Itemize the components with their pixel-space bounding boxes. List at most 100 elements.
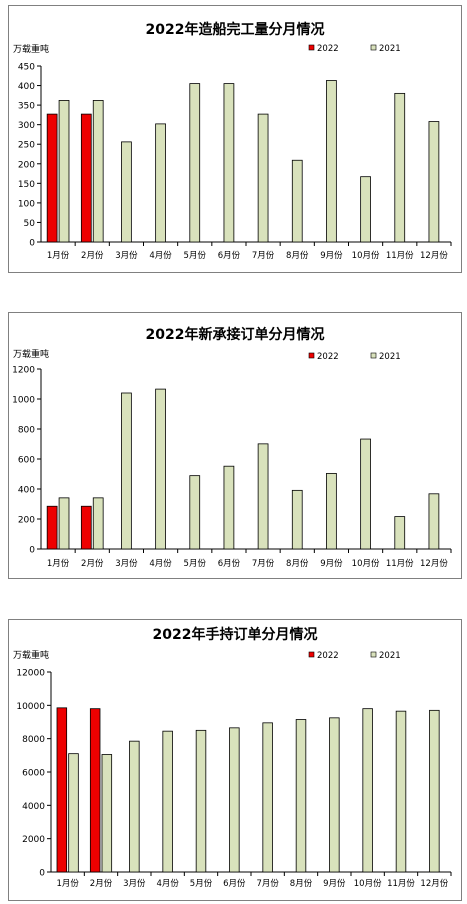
y-tick-label-1200: 1200 xyxy=(12,366,35,376)
legend-label: 2021 xyxy=(379,651,401,661)
legend-swatch xyxy=(308,651,315,658)
chart-panel-order-backlog: 2022年手持订单分月情况 万载重吨 2022 2021 0 2000 4000 6000 80… xyxy=(8,619,462,901)
bar-2021-11 xyxy=(394,92,406,243)
x-tick-label-7: 7月份 xyxy=(252,250,275,261)
bar-2022-2 xyxy=(89,708,101,873)
x-tick-label-1: 1月份 xyxy=(47,250,70,261)
x-tick-label-3: 3月份 xyxy=(123,878,146,889)
x-tick-label-2: 2月份 xyxy=(81,250,104,261)
legend-label: 2021 xyxy=(379,44,401,54)
y-tick-label-450: 450 xyxy=(18,63,35,73)
x-tick-label-7: 7月份 xyxy=(252,558,275,569)
bar-2021-10 xyxy=(362,708,373,873)
x-tick-label-9: 9月份 xyxy=(320,558,343,569)
x-tick-label-5: 5月份 xyxy=(190,878,213,889)
y-axis-unit-label: 万载重吨 xyxy=(13,649,49,661)
legend-item-2021: 2021 xyxy=(370,44,401,54)
bar-2021-8 xyxy=(295,719,307,873)
x-tick-label-8: 8月份 xyxy=(286,250,309,261)
bar-2021-5 xyxy=(189,83,201,243)
bar-2021-1 xyxy=(58,497,70,550)
bar-2021-3 xyxy=(129,740,140,873)
x-tick-label-2: 2月份 xyxy=(90,878,113,889)
bar-2021-5 xyxy=(195,729,207,873)
x-tick-label-6: 6月份 xyxy=(218,558,241,569)
bar-2022-1 xyxy=(46,113,58,243)
legend-swatch xyxy=(308,352,315,359)
y-tick-label-200: 200 xyxy=(18,160,35,170)
bar-2021-6 xyxy=(229,727,240,873)
bar-2021-6 xyxy=(223,465,235,550)
x-tick-label-11: 11月份 xyxy=(386,558,414,569)
bar-2021-3 xyxy=(121,392,132,550)
bar-2021-10 xyxy=(360,176,371,243)
bar-2022-2 xyxy=(80,505,92,550)
bar-2021-3 xyxy=(121,141,132,243)
bar-2021-4 xyxy=(155,123,166,243)
y-tick-label-50: 50 xyxy=(24,219,36,229)
y-tick-label-10000: 10000 xyxy=(16,702,45,712)
y-tick-label-2000: 2000 xyxy=(22,835,45,845)
y-axis-unit-label: 万载重吨 xyxy=(13,348,49,360)
x-tick-label-12: 12月份 xyxy=(420,250,448,261)
legend-label: 2022 xyxy=(317,651,339,661)
y-tick-label-250: 250 xyxy=(18,141,35,151)
bar-2021-2 xyxy=(92,100,104,243)
x-tick-label-3: 3月份 xyxy=(115,558,138,569)
x-tick-label-8: 8月份 xyxy=(286,558,309,569)
legend-label: 2021 xyxy=(379,352,401,362)
x-tick-label-11: 11月份 xyxy=(387,878,415,889)
x-tick-label-9: 9月份 xyxy=(323,878,346,889)
y-tick-label-0: 0 xyxy=(29,239,35,249)
x-tick-label-7: 7月份 xyxy=(256,878,279,889)
x-tick-label-12: 12月份 xyxy=(420,558,448,569)
y-tick-label-12000: 12000 xyxy=(16,669,45,679)
bar-2021-12 xyxy=(429,709,440,873)
y-tick-label-0: 0 xyxy=(39,869,45,879)
bar-2021-5 xyxy=(189,475,201,550)
bar-2021-7 xyxy=(257,113,269,243)
x-tick-label-6: 6月份 xyxy=(223,878,246,889)
y-tick-label-400: 400 xyxy=(18,82,35,92)
y-tick-label-150: 150 xyxy=(18,180,35,190)
legend-swatch xyxy=(370,352,377,359)
bar-2021-12 xyxy=(428,121,440,243)
y-tick-label-200: 200 xyxy=(18,516,35,526)
x-tick-label-2: 2月份 xyxy=(81,558,104,569)
x-tick-label-5: 5月份 xyxy=(184,250,207,261)
chart-title: 2022年手持订单分月情况 xyxy=(153,626,318,643)
x-tick-label-5: 5月份 xyxy=(184,558,207,569)
legend-swatch xyxy=(370,44,377,51)
bar-2021-2 xyxy=(101,754,113,873)
y-tick-label-0: 0 xyxy=(29,546,35,556)
bar-2021-9 xyxy=(326,80,337,243)
y-tick-label-8000: 8000 xyxy=(22,735,45,745)
y-tick-label-300: 300 xyxy=(18,121,35,131)
y-tick-label-4000: 4000 xyxy=(22,802,45,812)
bar-2021-1 xyxy=(58,100,70,243)
bar-2022-2 xyxy=(80,113,92,243)
chart-panel-completion: 2022年造船完工量分月情况 万载重吨 2022 2021 0 50 100 150 200 25… xyxy=(8,5,462,273)
bar-2022-1 xyxy=(46,505,58,550)
y-tick-label-1000: 1000 xyxy=(12,396,35,406)
x-tick-label-10: 10月份 xyxy=(354,878,382,889)
bar-2021-6 xyxy=(223,83,235,243)
bar-2021-9 xyxy=(329,717,340,873)
x-tick-label-10: 10月份 xyxy=(352,558,380,569)
bar-2021-1 xyxy=(68,753,79,873)
y-axis-unit-label: 万载重吨 xyxy=(13,43,49,55)
bar-2021-8 xyxy=(291,489,303,550)
y-tick-label-400: 400 xyxy=(18,486,35,496)
bar-2021-12 xyxy=(428,493,440,550)
legend-swatch xyxy=(308,44,315,51)
legend-swatch xyxy=(370,651,377,658)
x-tick-label-12: 12月份 xyxy=(420,878,448,889)
x-tick-label-1: 1月份 xyxy=(56,878,79,889)
x-tick-label-10: 10月份 xyxy=(352,250,380,261)
legend-label: 2022 xyxy=(317,352,339,362)
x-tick-label-6: 6月份 xyxy=(218,250,241,261)
bar-2021-2 xyxy=(92,497,104,550)
